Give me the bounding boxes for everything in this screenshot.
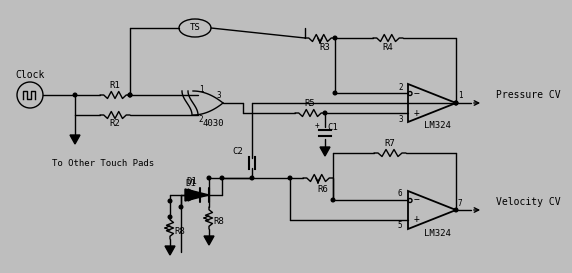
Circle shape — [128, 93, 132, 97]
Polygon shape — [204, 236, 214, 245]
Text: 1: 1 — [198, 85, 203, 94]
Polygon shape — [70, 135, 80, 144]
Circle shape — [331, 198, 335, 202]
Text: 6: 6 — [398, 189, 402, 198]
Text: +: + — [414, 108, 420, 117]
Text: −: − — [414, 88, 420, 99]
Text: LM324: LM324 — [423, 121, 450, 130]
Text: −: − — [414, 195, 420, 206]
Text: 7: 7 — [458, 198, 462, 207]
Polygon shape — [188, 189, 200, 201]
Circle shape — [323, 111, 327, 115]
Text: Pressure CV: Pressure CV — [496, 90, 561, 100]
Text: LM324: LM324 — [423, 229, 450, 238]
Circle shape — [333, 36, 337, 40]
Text: R5: R5 — [305, 99, 315, 108]
Text: D1: D1 — [186, 179, 196, 188]
Text: R7: R7 — [384, 138, 395, 147]
Text: 2: 2 — [198, 115, 203, 124]
Circle shape — [454, 101, 458, 105]
Text: To Other Touch Pads: To Other Touch Pads — [52, 159, 154, 168]
Circle shape — [128, 93, 132, 97]
Text: +: + — [315, 120, 319, 129]
Circle shape — [250, 176, 254, 180]
Text: 2: 2 — [399, 82, 403, 91]
Text: Clock: Clock — [15, 70, 45, 80]
Circle shape — [288, 176, 292, 180]
Polygon shape — [320, 147, 330, 156]
Text: R3: R3 — [320, 43, 331, 52]
Text: R8: R8 — [213, 216, 224, 225]
Circle shape — [454, 101, 458, 105]
Text: 3: 3 — [399, 114, 403, 123]
Circle shape — [179, 205, 183, 209]
Text: C1: C1 — [328, 123, 339, 132]
Circle shape — [168, 199, 172, 203]
Text: R4: R4 — [383, 43, 394, 52]
Circle shape — [333, 91, 337, 95]
Text: C2: C2 — [233, 147, 243, 156]
Circle shape — [220, 176, 224, 180]
Circle shape — [454, 208, 458, 212]
Text: D1: D1 — [186, 177, 197, 186]
Text: 1: 1 — [458, 91, 462, 100]
Circle shape — [73, 93, 77, 97]
Text: R6: R6 — [317, 185, 328, 194]
Text: R1: R1 — [110, 82, 120, 91]
Circle shape — [168, 215, 172, 219]
Polygon shape — [185, 189, 209, 201]
Text: 5: 5 — [398, 221, 402, 230]
Circle shape — [207, 176, 211, 180]
Text: 4030: 4030 — [202, 118, 224, 127]
Text: R8: R8 — [174, 227, 185, 236]
Text: TS: TS — [190, 23, 200, 32]
Text: R2: R2 — [110, 120, 120, 129]
Text: Velocity CV: Velocity CV — [496, 197, 561, 207]
Text: 3: 3 — [217, 91, 221, 100]
Polygon shape — [165, 246, 175, 255]
Text: +: + — [414, 215, 420, 224]
